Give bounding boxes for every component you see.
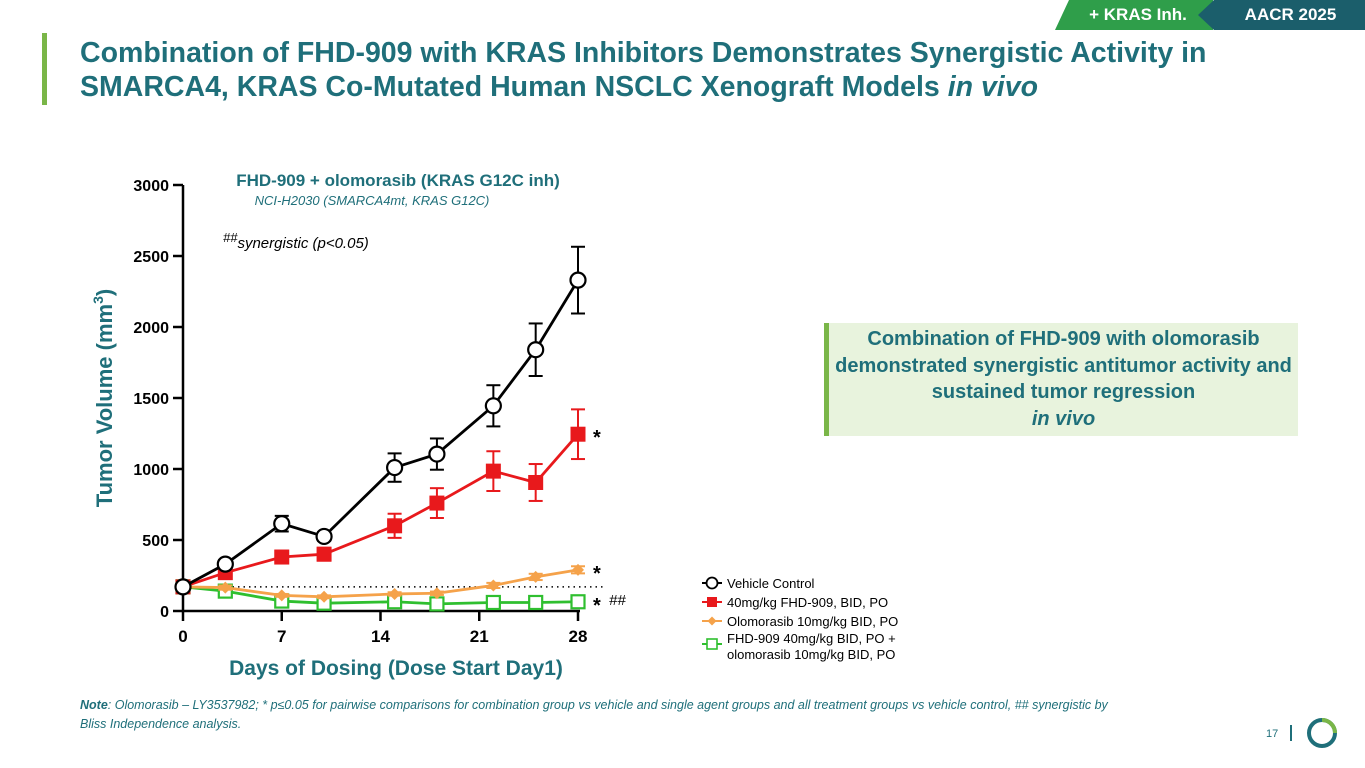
- callout-text: Combination of FHD-909 with olomorasib d…: [835, 328, 1292, 403]
- legend-label: FHD-909 40mg/kg BID, PO +: [727, 631, 896, 646]
- y-axis-label-sup: 3: [90, 296, 106, 304]
- data-point: [485, 463, 501, 479]
- legend-marker: [706, 638, 718, 650]
- significance-label: *: [593, 563, 601, 585]
- data-point: [484, 397, 502, 415]
- y-axis-label-text: Tumor Volume (mm: [92, 304, 117, 507]
- data-point: [273, 515, 291, 533]
- series-line: [182, 279, 580, 589]
- data-point: [487, 579, 500, 592]
- series-line: [182, 433, 580, 589]
- conference-tag: AACR 2025: [1198, 0, 1365, 30]
- significance-label: *: [593, 595, 601, 617]
- page-number: 17: [1266, 728, 1279, 740]
- legend-marker: [707, 616, 717, 626]
- data-point: [570, 426, 586, 442]
- slide-title-main: Combination of FHD-909 with KRAS Inhibit…: [80, 37, 1207, 103]
- y-axis-label: Tumor Volume (mm3): [90, 289, 117, 507]
- data-point: [318, 590, 331, 603]
- title-accent-bar: [42, 33, 47, 105]
- data-point: [174, 578, 192, 596]
- data-point: [430, 587, 443, 600]
- data-point: [428, 445, 446, 463]
- data-point: [527, 341, 545, 359]
- data-point: [386, 458, 404, 477]
- y-tick-label: 0: [160, 604, 169, 621]
- y-tick-label: 1000: [133, 462, 169, 479]
- footnote: Note: Olomorasib – LY3537982; * p≤0.05 f…: [80, 696, 1120, 734]
- data-point: [216, 555, 234, 573]
- synergy-annotation: ##synergistic (p<0.05): [223, 230, 369, 252]
- footnote-text: : Olomorasib – LY3537982; * p≤0.05 for p…: [80, 698, 1108, 731]
- legend-label: Vehicle Control: [727, 576, 815, 591]
- data-point: [569, 271, 587, 289]
- synergy-label: ##: [609, 592, 626, 609]
- key-finding-callout: Combination of FHD-909 with olomorasib d…: [824, 323, 1298, 436]
- y-tick-label: 2000: [133, 320, 169, 337]
- y-tick-label: 2500: [133, 249, 169, 266]
- legend-label: olomorasib 10mg/kg BID, PO: [727, 647, 895, 662]
- data-point: [570, 594, 586, 610]
- data-point: [528, 474, 544, 490]
- chart-legend: Vehicle Control 40mg/kg FHD-909, BID, PO O…: [702, 576, 898, 662]
- legend-label: 40mg/kg FHD-909, BID, PO: [727, 595, 888, 610]
- y-tick-label: 1500: [133, 391, 169, 408]
- y-tick-label: 3000: [133, 178, 169, 195]
- footnote-label: Note: [80, 698, 108, 712]
- data-point: [316, 546, 332, 562]
- x-tick-label: 14: [371, 627, 390, 646]
- data-point: [529, 570, 542, 583]
- synergy-annotation-mark: ##: [223, 230, 238, 245]
- series-group: *: [175, 408, 601, 595]
- data-point: [572, 563, 584, 576]
- page-separator: [1290, 725, 1292, 741]
- slide-title: Combination of FHD-909 with KRAS Inhibit…: [80, 36, 1340, 104]
- data-point: [429, 596, 445, 612]
- kras-inhibitor-tag: + KRAS Inh.: [1055, 0, 1213, 30]
- x-tick-label: 0: [178, 627, 187, 646]
- chart-title: FHD-909 + olomorasib (KRAS G12C inh): [236, 171, 560, 190]
- y-tick-label: 500: [142, 533, 169, 550]
- legend-marker: [707, 597, 717, 607]
- tumor-volume-chart: FHD-909 + olomorasib (KRAS G12C inh) NCI…: [90, 171, 898, 680]
- legend-label: Olomorasib 10mg/kg BID, PO: [727, 614, 898, 629]
- legend-marker: [705, 576, 719, 590]
- data-point: [485, 594, 501, 611]
- chart-series: * ## * *: [174, 245, 626, 617]
- significance-label: *: [593, 427, 601, 449]
- x-tick-label: 21: [470, 627, 489, 646]
- data-point: [387, 518, 403, 534]
- series-group: [174, 245, 587, 596]
- data-point: [275, 589, 288, 602]
- company-logo-icon: [1307, 718, 1337, 748]
- data-point: [388, 587, 401, 600]
- synergy-annotation-text: synergistic (p<0.05): [237, 235, 368, 252]
- data-point: [528, 594, 544, 611]
- x-tick-label: 7: [277, 627, 286, 646]
- data-point: [429, 495, 445, 511]
- x-tick-label: 28: [569, 627, 588, 646]
- callout-italic: in vivo: [1031, 407, 1096, 430]
- slide-title-italic: in vivo: [947, 71, 1038, 103]
- y-axis-label-close: ): [92, 289, 117, 296]
- chart-axes: 0 500 1000 1500 2000 2500 3000 0 7 14 21 28: [133, 178, 587, 646]
- chart-subtitle: NCI-H2030 (SMARCA4mt, KRAS G12C): [255, 193, 490, 208]
- x-axis-label: Days of Dosing (Dose Start Day1): [229, 657, 563, 680]
- data-point: [274, 549, 290, 565]
- data-point: [315, 527, 333, 546]
- data-point: [219, 581, 232, 594]
